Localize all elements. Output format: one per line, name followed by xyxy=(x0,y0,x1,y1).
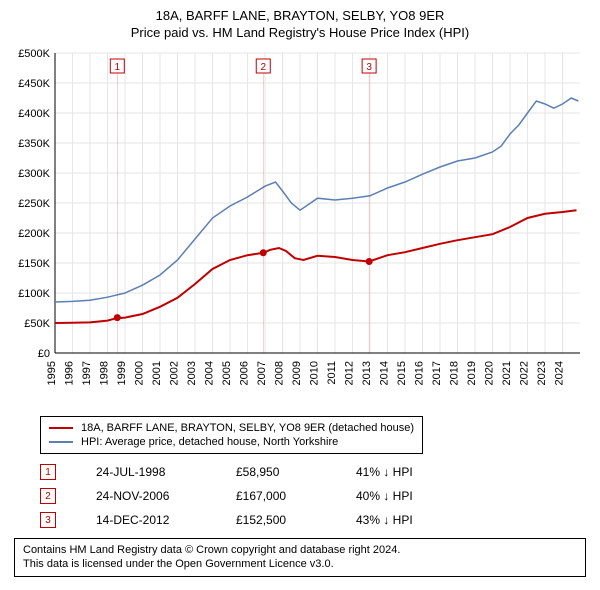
marker-pct: 43% ↓ HPI xyxy=(356,513,436,527)
marker-date: 24-JUL-1998 xyxy=(96,465,196,479)
svg-text:2021: 2021 xyxy=(501,361,513,385)
svg-text:1995: 1995 xyxy=(46,361,58,385)
legend-label: HPI: Average price, detached house, Nort… xyxy=(81,436,338,448)
chart-area: 1995 1996 1997 1998 1999 2000 2001 2002 2003 2004… xyxy=(10,48,590,408)
svg-text:£450K: £450K xyxy=(18,78,50,90)
svg-text:1996: 1996 xyxy=(64,361,76,385)
marker-date: 14-DEC-2012 xyxy=(96,513,196,527)
marker-pct: 40% ↓ HPI xyxy=(356,489,436,503)
svg-text:1997: 1997 xyxy=(81,361,93,385)
svg-text:£200K: £200K xyxy=(18,228,50,240)
marker-price: £167,000 xyxy=(236,489,316,503)
svg-text:2014: 2014 xyxy=(379,361,391,385)
svg-text:2023: 2023 xyxy=(536,361,548,385)
marker-number-box: 1 xyxy=(40,464,56,480)
legend-row: HPI: Average price, detached house, Nort… xyxy=(49,435,414,449)
marker-table-row: 1 24-JUL-1998 £58,950 41% ↓ HPI xyxy=(40,460,590,484)
legend-swatch xyxy=(49,441,73,443)
svg-text:2013: 2013 xyxy=(361,361,373,385)
marker-number-box: 2 xyxy=(40,488,56,504)
svg-text:2020: 2020 xyxy=(484,361,496,385)
svg-text:£350K: £350K xyxy=(18,138,50,150)
svg-text:2002: 2002 xyxy=(169,361,181,385)
chart-container: 18A, BARFF LANE, BRAYTON, SELBY, YO8 9ER… xyxy=(0,0,600,587)
svg-text:2009: 2009 xyxy=(291,361,303,385)
svg-text:£250K: £250K xyxy=(18,198,50,210)
svg-text:2010: 2010 xyxy=(309,361,321,385)
svg-text:2005: 2005 xyxy=(221,361,233,385)
svg-text:£400K: £400K xyxy=(18,108,50,120)
marker-price: £152,500 xyxy=(236,513,316,527)
svg-text:2001: 2001 xyxy=(151,361,163,385)
legend-box: 18A, BARFF LANE, BRAYTON, SELBY, YO8 9ER… xyxy=(40,416,423,454)
svg-text:2016: 2016 xyxy=(414,361,426,385)
svg-text:2006: 2006 xyxy=(239,361,251,385)
marker-number-box: 3 xyxy=(40,512,56,528)
svg-text:2008: 2008 xyxy=(274,361,286,385)
svg-text:2017: 2017 xyxy=(431,361,443,385)
marker-table: 1 24-JUL-1998 £58,950 41% ↓ HPI 2 24-NOV-2006… xyxy=(40,460,590,532)
marker-table-row: 3 14-DEC-2012 £152,500 43% ↓ HPI xyxy=(40,508,590,532)
svg-text:2000: 2000 xyxy=(134,361,146,385)
svg-text:2018: 2018 xyxy=(449,361,461,385)
svg-text:2004: 2004 xyxy=(204,361,216,385)
marker-pct: 41% ↓ HPI xyxy=(356,465,436,479)
marker-price: £58,950 xyxy=(236,465,316,479)
svg-text:£50K: £50K xyxy=(24,318,50,330)
footer-note: Contains HM Land Registry data © Crown c… xyxy=(14,538,586,577)
svg-text:2007: 2007 xyxy=(256,361,268,385)
svg-text:£300K: £300K xyxy=(18,168,50,180)
svg-text:£150K: £150K xyxy=(18,258,50,270)
svg-text:3: 3 xyxy=(366,62,372,73)
svg-text:2015: 2015 xyxy=(396,361,408,385)
chart-subtitle: Price paid vs. HM Land Registry's House … xyxy=(10,25,590,40)
svg-text:2022: 2022 xyxy=(519,361,531,385)
legend-label: 18A, BARFF LANE, BRAYTON, SELBY, YO8 9ER… xyxy=(81,422,414,434)
chart-title: 18A, BARFF LANE, BRAYTON, SELBY, YO8 9ER xyxy=(10,8,590,23)
svg-text:1999: 1999 xyxy=(116,361,128,385)
svg-text:£0: £0 xyxy=(38,348,50,360)
svg-text:2012: 2012 xyxy=(344,361,356,385)
marker-table-row: 2 24-NOV-2006 £167,000 40% ↓ HPI xyxy=(40,484,590,508)
footer-line-2: This data is licensed under the Open Gov… xyxy=(23,557,577,571)
svg-text:1998: 1998 xyxy=(99,361,111,385)
svg-text:2003: 2003 xyxy=(186,361,198,385)
legend-swatch xyxy=(49,427,73,429)
chart-svg: 1995 1996 1997 1998 1999 2000 2001 2002 2003 2004… xyxy=(10,48,590,408)
svg-text:£100K: £100K xyxy=(18,288,50,300)
svg-text:2024: 2024 xyxy=(554,361,566,385)
svg-text:2: 2 xyxy=(260,62,266,73)
svg-text:2011: 2011 xyxy=(326,361,338,385)
svg-text:2019: 2019 xyxy=(466,361,478,385)
marker-date: 24-NOV-2006 xyxy=(96,489,196,503)
legend-row: 18A, BARFF LANE, BRAYTON, SELBY, YO8 9ER… xyxy=(49,421,414,435)
svg-text:£500K: £500K xyxy=(18,48,50,60)
footer-line-1: Contains HM Land Registry data © Crown c… xyxy=(23,543,577,557)
svg-text:1: 1 xyxy=(115,62,121,73)
